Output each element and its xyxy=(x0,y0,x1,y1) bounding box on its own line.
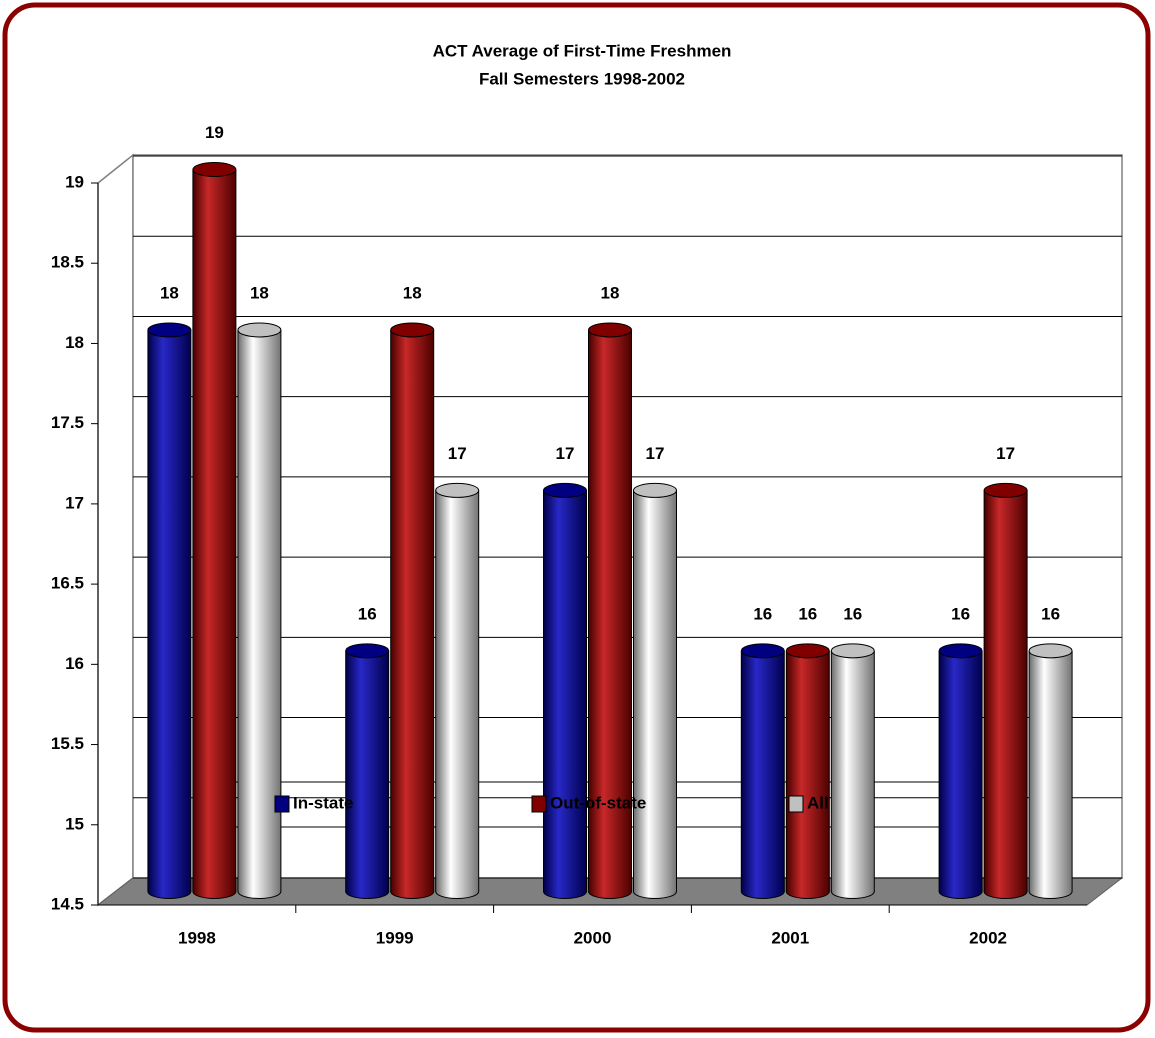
data-label: 17 xyxy=(996,444,1015,463)
x-tick-label: 1999 xyxy=(376,928,414,947)
y-tick-label: 16.5 xyxy=(51,574,84,593)
data-label: 18 xyxy=(601,283,620,302)
cylinder-top xyxy=(740,643,785,659)
data-label: 18 xyxy=(160,283,179,302)
cylinder-top xyxy=(785,643,830,659)
data-label: 16 xyxy=(753,604,772,623)
data-label: 16 xyxy=(1041,604,1060,623)
chart-title: ACT Average of First-Time Freshmen xyxy=(433,41,732,60)
cylinder-top xyxy=(390,322,435,338)
y-tick-label: 14.5 xyxy=(51,894,84,913)
bar xyxy=(939,650,983,892)
x-tick-label: 2000 xyxy=(574,928,612,947)
bar xyxy=(147,329,191,892)
bar xyxy=(588,329,632,892)
y-tick-label: 15 xyxy=(65,814,84,833)
bar xyxy=(543,490,587,892)
cylinder-top xyxy=(983,482,1028,498)
y-tick-label: 19 xyxy=(65,172,84,191)
cylinder-top xyxy=(1028,643,1073,659)
bar xyxy=(984,490,1028,892)
legend-label: Out-of-state xyxy=(550,793,646,812)
y-tick-label: 15.5 xyxy=(51,734,84,753)
data-label: 17 xyxy=(556,444,575,463)
y-tick-label: 18 xyxy=(65,333,84,352)
bar xyxy=(237,329,281,892)
chart-subtitle: Fall Semesters 1998-2002 xyxy=(479,69,685,88)
bar xyxy=(435,490,479,892)
data-label: 19 xyxy=(205,123,224,142)
cylinder-top xyxy=(633,482,677,498)
cylinder-top xyxy=(435,482,480,498)
x-tick-label: 2002 xyxy=(969,928,1007,947)
bar xyxy=(633,490,677,892)
data-label: 16 xyxy=(798,604,817,623)
y-tick-label: 17.5 xyxy=(51,413,84,432)
y-tick-label: 18.5 xyxy=(51,253,84,272)
cylinder-top xyxy=(588,322,632,338)
legend-swatch xyxy=(788,795,804,813)
legend-label: In-state xyxy=(293,793,353,812)
data-label: 18 xyxy=(403,283,422,302)
x-tick-label: 2001 xyxy=(771,928,809,947)
side-wall xyxy=(97,153,134,907)
data-label: 17 xyxy=(646,444,665,463)
bar xyxy=(390,329,434,892)
bar xyxy=(831,650,875,892)
bar xyxy=(1029,650,1073,892)
cylinder-top xyxy=(543,482,587,498)
cylinder-top xyxy=(830,643,875,659)
y-tick-label: 17 xyxy=(65,493,84,512)
bar xyxy=(345,650,389,892)
x-tick-label: 1998 xyxy=(178,928,216,947)
data-label: 16 xyxy=(951,604,970,623)
cylinder-top xyxy=(147,322,192,338)
data-label: 17 xyxy=(448,444,467,463)
cylinder-top xyxy=(345,643,390,659)
data-label: 16 xyxy=(358,604,377,623)
bar xyxy=(741,650,785,892)
data-label: 16 xyxy=(843,604,862,623)
legend-swatch xyxy=(274,795,290,813)
cylinder-top xyxy=(938,643,983,659)
bar xyxy=(192,169,236,892)
legend-swatch xyxy=(531,795,547,813)
bar xyxy=(786,650,830,892)
legend-label: All xyxy=(807,793,829,812)
cylinder-top xyxy=(192,162,237,177)
data-label: 18 xyxy=(250,283,269,302)
y-tick-label: 16 xyxy=(65,654,84,673)
cylinder-top xyxy=(237,322,282,338)
